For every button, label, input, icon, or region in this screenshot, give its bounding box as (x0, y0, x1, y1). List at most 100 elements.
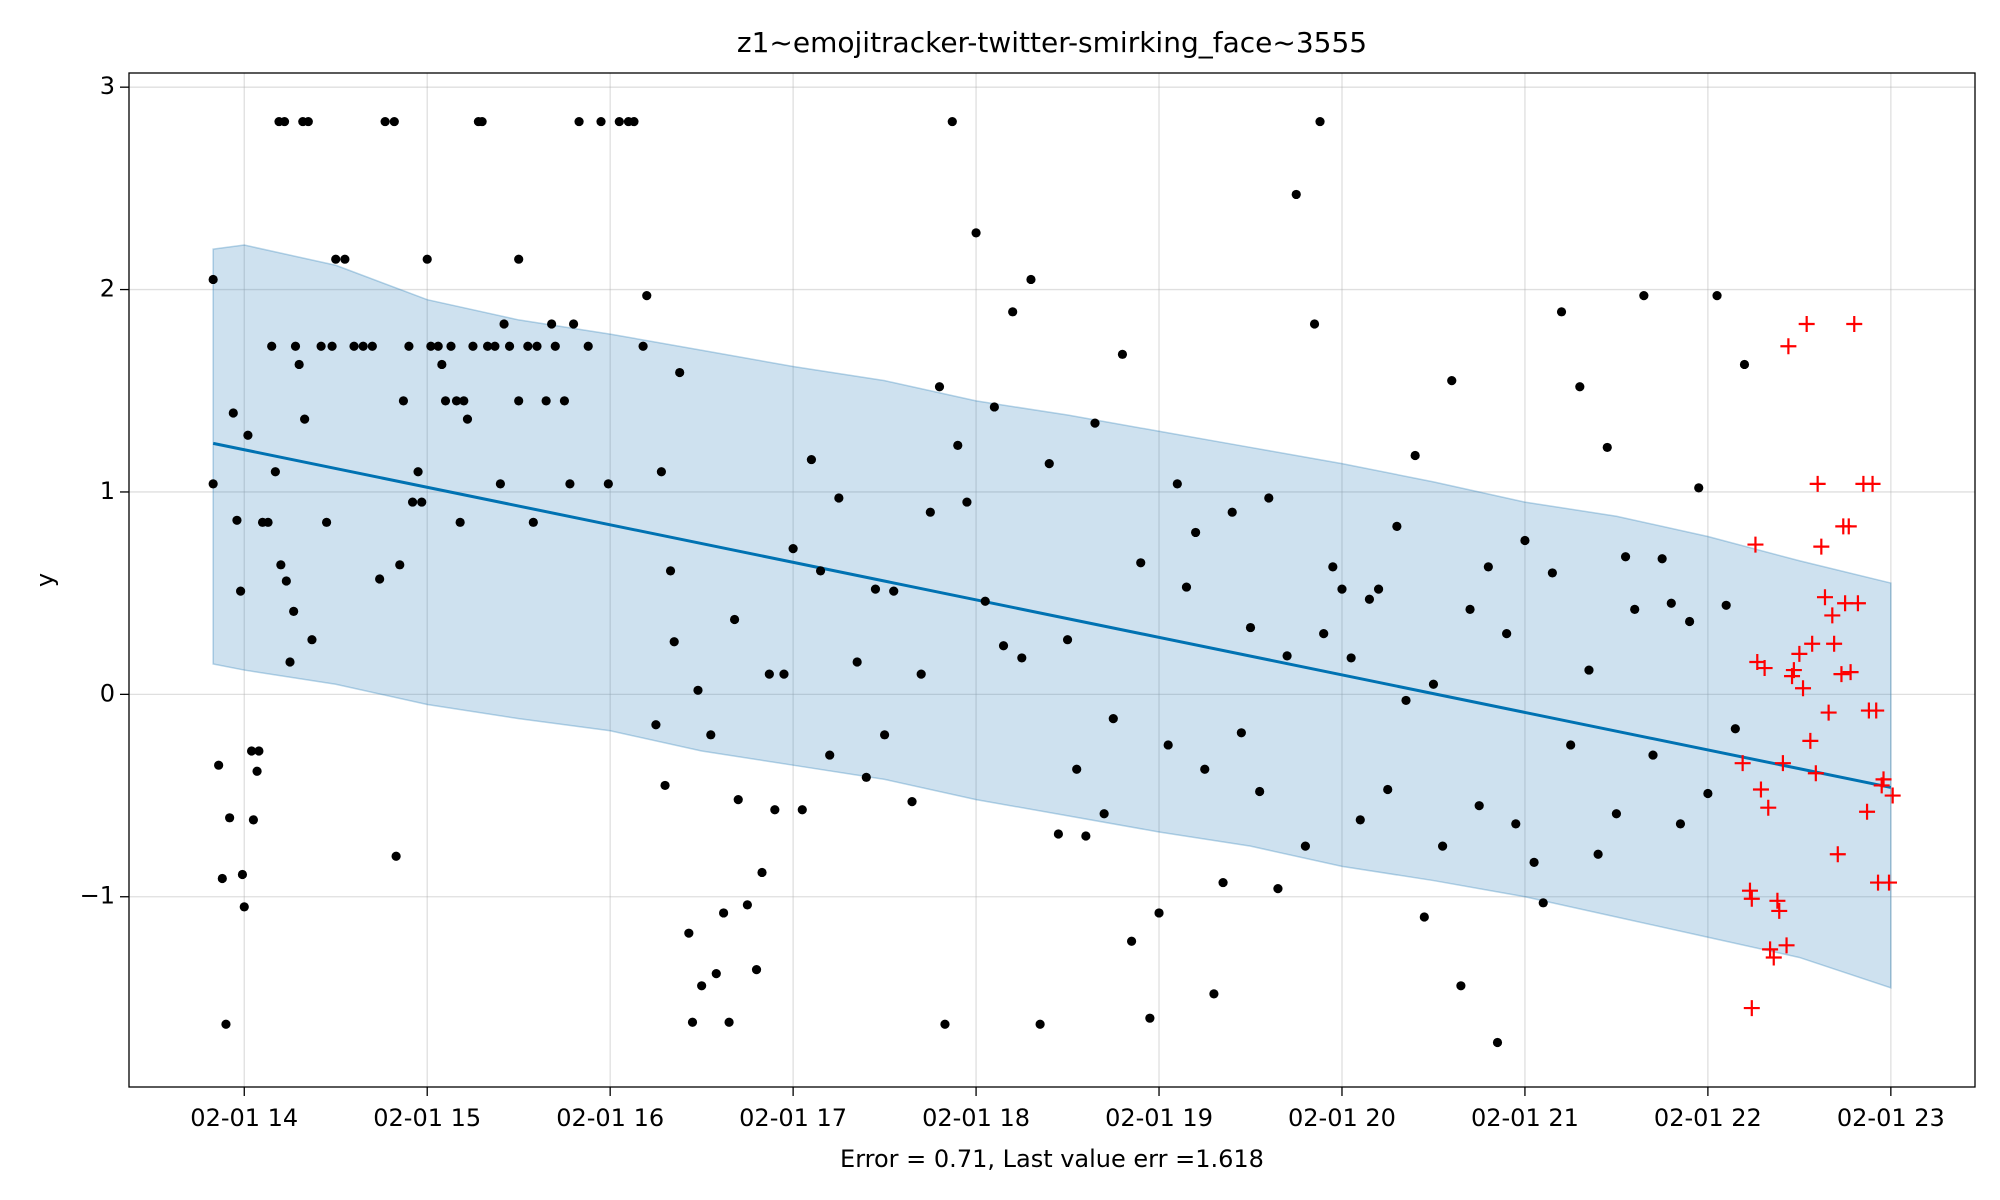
data-point (1337, 584, 1347, 594)
test-point (1820, 704, 1837, 721)
axes-frame (128, 72, 1976, 1088)
test-point (1802, 732, 1819, 749)
data-point (1538, 898, 1548, 908)
data-point (514, 254, 524, 264)
x-tick-label: 02-01 23 (1837, 1104, 1945, 1132)
data-point (1547, 568, 1557, 578)
x-axis-label: Error = 0.71, Last value err =1.618 (840, 1145, 1264, 1173)
data-point (1428, 679, 1439, 689)
data-point (642, 291, 652, 301)
data-point (656, 467, 666, 477)
data-point (971, 228, 981, 238)
data-point (614, 116, 624, 127)
data-point (395, 560, 405, 570)
data-point (1620, 552, 1631, 562)
data-point (440, 396, 451, 406)
data-point (1282, 651, 1292, 661)
data-point (1639, 291, 1649, 301)
data-point (1017, 653, 1027, 663)
data-point (574, 116, 584, 127)
data-point (477, 116, 487, 127)
data-point (1483, 562, 1493, 572)
data-point (307, 635, 317, 645)
data-point (907, 797, 917, 807)
data-point (232, 515, 242, 525)
data-point (665, 566, 676, 576)
data-point (1236, 728, 1246, 738)
data-point (523, 341, 533, 351)
test-point (1769, 892, 1786, 909)
data-point (757, 867, 767, 878)
data-point (718, 908, 729, 918)
data-point (433, 341, 443, 351)
x-tick-label: 02-01 20 (1288, 1104, 1396, 1132)
data-point (1712, 291, 1722, 301)
data-point (217, 873, 227, 884)
data-point (375, 574, 385, 584)
data-point (267, 341, 277, 351)
data-point (1346, 653, 1356, 663)
data-point (596, 116, 606, 127)
data-point (806, 454, 817, 465)
data-point (1044, 459, 1054, 469)
test-point (1798, 315, 1815, 332)
data-point (1227, 507, 1237, 517)
data-point (294, 359, 304, 370)
data-point (733, 794, 743, 805)
data-point (1209, 989, 1219, 999)
test-point (1804, 635, 1821, 652)
data-point (693, 685, 703, 695)
data-point (879, 730, 890, 740)
data-point (1602, 442, 1612, 453)
data-point (426, 341, 436, 351)
data-point (290, 341, 301, 351)
data-point (1666, 598, 1676, 608)
data-point (214, 760, 224, 770)
test-point (1868, 702, 1885, 719)
test-point (1833, 666, 1850, 683)
data-point (583, 341, 593, 351)
data-point (852, 657, 862, 667)
data-point (303, 116, 313, 127)
test-point (1842, 664, 1859, 681)
data-point (1145, 1013, 1155, 1023)
data-point (1456, 981, 1466, 991)
data-point (252, 766, 262, 776)
data-point (413, 467, 423, 477)
y-tick-label: 3 (100, 72, 115, 100)
data-point (729, 614, 740, 625)
data-point (1309, 319, 1320, 329)
data-point (1739, 359, 1750, 370)
data-point (861, 772, 871, 782)
data-point (468, 341, 478, 351)
data-point (1154, 908, 1164, 918)
data-point (1008, 307, 1018, 317)
x-tick-label: 02-01 16 (556, 1104, 664, 1132)
data-point (1684, 616, 1695, 627)
data-point (1255, 786, 1265, 797)
data-point (1520, 535, 1530, 546)
x-tick-label: 02-01 17 (739, 1104, 847, 1132)
data-point (1364, 594, 1375, 604)
x-tick-label: 02-01 18 (922, 1104, 1030, 1132)
data-point (289, 606, 299, 616)
data-point (1126, 936, 1137, 946)
test-point (1771, 902, 1788, 919)
data-point (660, 780, 670, 791)
data-point (254, 746, 264, 756)
data-point (825, 750, 835, 760)
test-point (1881, 874, 1898, 891)
x-tick-label: 02-01 14 (190, 1104, 298, 1132)
data-point (1675, 819, 1686, 829)
data-point (751, 965, 762, 975)
y-tick-label: 0 (100, 679, 115, 707)
test-point (1743, 890, 1760, 907)
data-point (1492, 1037, 1503, 1048)
data-point (1108, 714, 1118, 724)
data-point (437, 359, 447, 370)
data-point (248, 815, 259, 825)
data-point (770, 805, 780, 815)
data-point (1410, 450, 1420, 461)
data-point (568, 319, 579, 329)
data-point (1438, 841, 1448, 851)
